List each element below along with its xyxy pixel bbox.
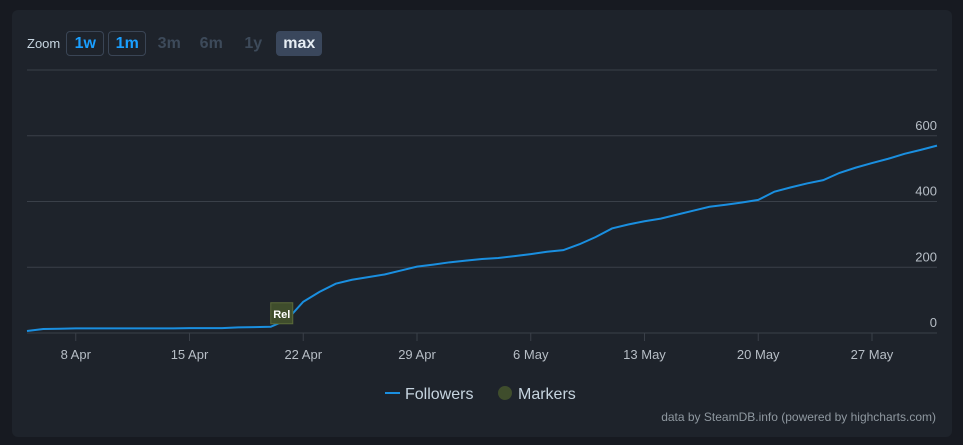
legend-label: Followers (405, 386, 473, 403)
zoom-button[interactable]: 6m (199, 34, 223, 52)
y-tick-label: 0 (930, 315, 937, 330)
x-tick-label: 22 Apr (284, 347, 322, 362)
x-tick-label: 27 May (851, 347, 894, 362)
x-tick-label: 8 Apr (61, 347, 92, 362)
marker-label: Rel (273, 309, 290, 321)
credits: data by SteamDB.info (powered by highcha… (661, 410, 936, 424)
x-tick-label: 13 May (623, 347, 666, 362)
zoom-button[interactable]: 3m (157, 34, 181, 52)
zoom-button[interactable]: max (276, 31, 323, 56)
zoom-bar: Zoom 1w 1m 3m 6m 1y max (27, 30, 323, 57)
zoom-button[interactable]: 1w (66, 31, 105, 56)
zoom-label: Zoom (27, 36, 61, 51)
legend-label: Markers (518, 386, 576, 403)
legend-swatch (498, 386, 512, 400)
y-tick-label: 400 (915, 184, 937, 199)
x-tick-label: 6 May (513, 347, 549, 362)
marker-flag (270, 302, 294, 325)
y-tick-label: 600 (915, 118, 937, 133)
zoom-button[interactable]: 1m (108, 31, 147, 56)
y-tick-label: 200 (915, 249, 937, 264)
x-tick-label: 15 Apr (171, 347, 209, 362)
x-tick-label: 20 May (737, 347, 780, 362)
x-tick-label: 29 Apr (398, 347, 436, 362)
chart-panel (12, 10, 952, 437)
line-series (26, 144, 938, 333)
zoom-button[interactable]: 1y (244, 34, 263, 52)
